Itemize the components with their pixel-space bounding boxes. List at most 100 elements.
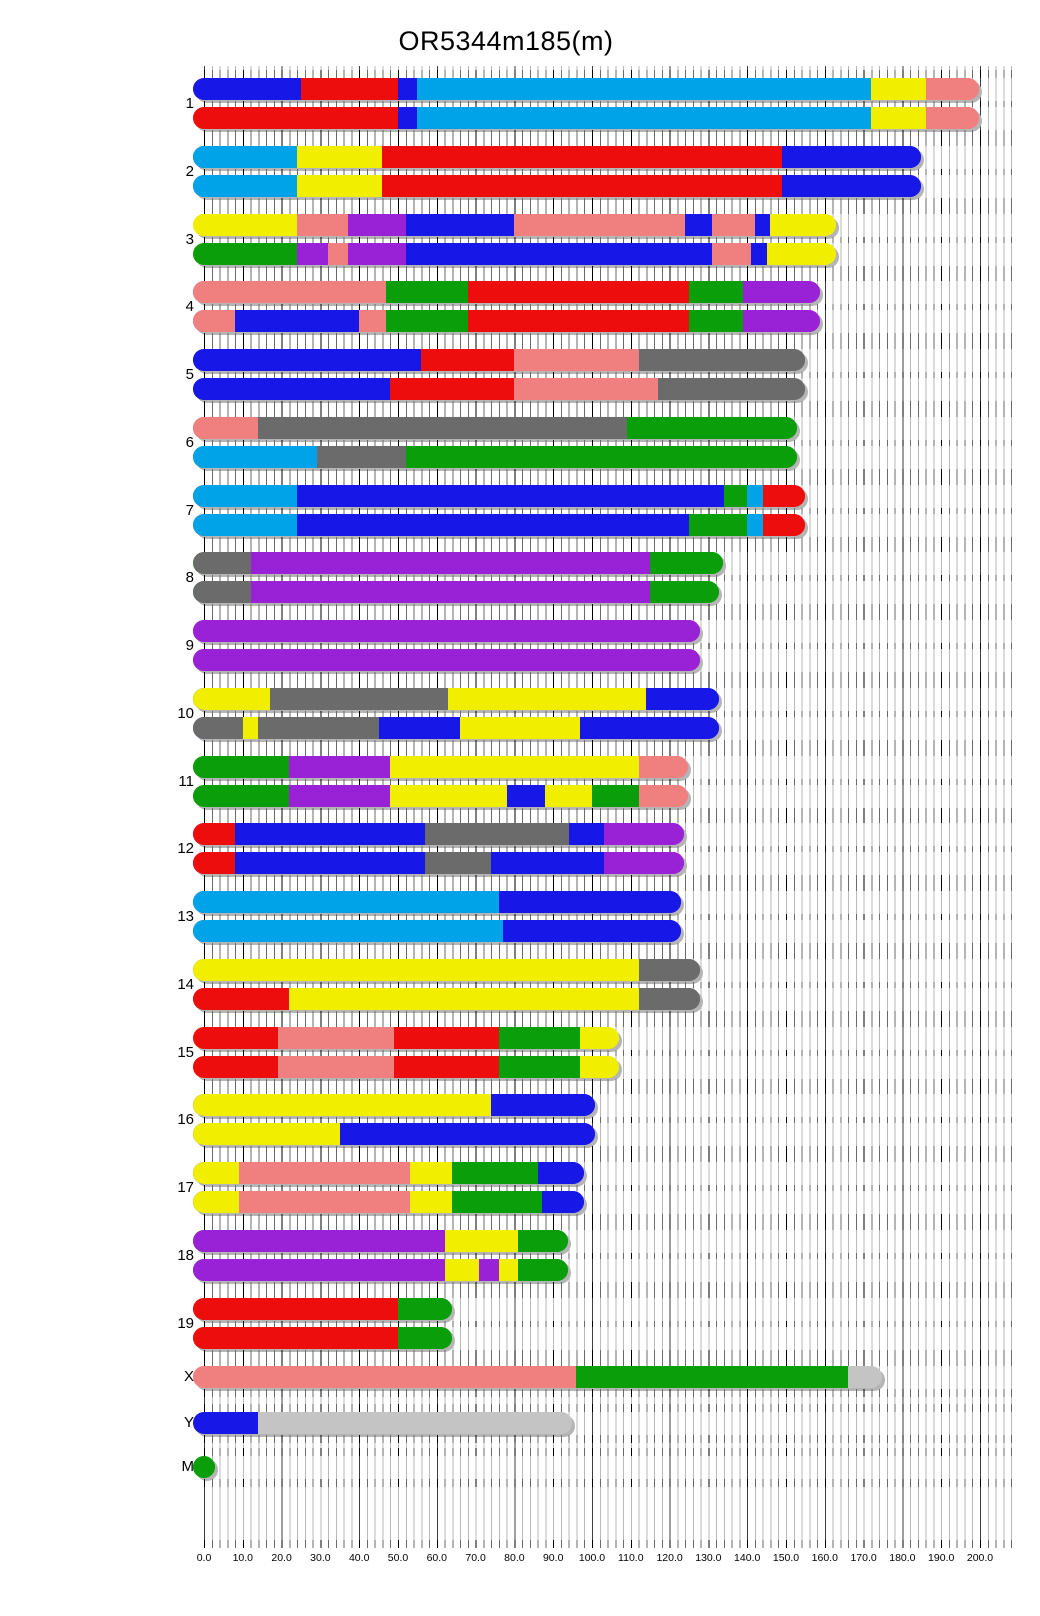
- segment-grey: [269, 687, 449, 710]
- segment-pink: [925, 107, 980, 129]
- x-axis-tick-label: 20.0: [271, 1552, 292, 1564]
- segment-blue: [541, 1191, 584, 1213]
- segment-purple: [193, 649, 700, 671]
- haplotype-bar: [193, 1055, 619, 1078]
- segment-blue: [782, 145, 922, 168]
- segment-green: [452, 1191, 542, 1213]
- segment-red: [467, 281, 689, 304]
- segment-blue: [502, 920, 681, 942]
- haplotype-bar: [193, 513, 805, 536]
- segment-yellow: [242, 716, 259, 739]
- segment-red: [193, 1326, 398, 1349]
- segment-red: [382, 145, 783, 168]
- segment-red: [193, 1026, 278, 1049]
- ruler-ticks: [204, 747, 1012, 756]
- segment-lightblue: [193, 445, 317, 468]
- segment-pink: [238, 1191, 410, 1213]
- haplotype-bar: [193, 649, 700, 671]
- ruler-ticks: [204, 672, 1012, 680]
- chromosome-label: M: [181, 1458, 195, 1475]
- chromosome-label: 1: [185, 95, 194, 112]
- x-axis-tick-label: 0.0: [196, 1552, 212, 1564]
- chromosome-label: 19: [177, 1314, 194, 1332]
- segment-green: [626, 416, 797, 439]
- ruler-ticks: [204, 1154, 1012, 1162]
- segment-lightblue: [747, 513, 763, 536]
- segment-purple: [193, 1229, 445, 1252]
- ruler-ticks: [204, 468, 1012, 477]
- segment-yellow: [580, 1055, 619, 1078]
- haplotype-bar: [193, 1297, 452, 1320]
- segment-grey: [193, 552, 251, 575]
- chromosome-label: 10: [177, 704, 194, 722]
- segment-pink: [277, 1026, 395, 1049]
- haplotype-bar: [193, 107, 980, 129]
- segment-green: [193, 242, 298, 265]
- segment-yellow: [193, 958, 639, 981]
- segment-grey: [638, 987, 700, 1010]
- segment-blue: [751, 242, 767, 265]
- segment-green: [689, 310, 744, 333]
- chromosome-label: 12: [177, 840, 194, 858]
- segment-red: [193, 823, 236, 846]
- segment-purple: [250, 581, 651, 604]
- ruler-ticks: [204, 70, 1012, 78]
- segment-blue: [491, 1094, 596, 1117]
- haplotype-bar: [193, 687, 720, 710]
- segment-blue: [378, 716, 461, 739]
- haplotype-bar: [193, 145, 922, 168]
- chromosome-label: 14: [177, 975, 194, 993]
- x-axis-tick-label: 130.0: [695, 1552, 722, 1564]
- segment-grey: [258, 716, 379, 739]
- segment-lightblue: [193, 513, 298, 536]
- segment-yellow: [193, 1162, 239, 1184]
- segment-pink: [514, 213, 686, 236]
- segment-green: [518, 1258, 569, 1281]
- segment-pink: [925, 78, 980, 100]
- x-axis-tick-label: 10.0: [232, 1552, 254, 1564]
- segment-blue: [405, 213, 515, 236]
- segment-grey: [316, 445, 406, 468]
- segment-yellow: [871, 107, 926, 129]
- segment-blue: [568, 823, 604, 846]
- haplotype-bar: [193, 1258, 569, 1281]
- x-axis-tick-label: 150.0: [772, 1552, 800, 1564]
- segment-purple: [193, 1258, 445, 1281]
- ruler-ticks: [204, 1448, 1012, 1456]
- segment-blue: [339, 1123, 596, 1146]
- segment-blue: [491, 852, 604, 875]
- segment-blue: [193, 349, 422, 371]
- ruler-ticks: [204, 875, 1012, 884]
- segment-purple: [250, 552, 651, 575]
- chromosome-label: 18: [177, 1246, 194, 1264]
- x-axis-tick-label: 170.0: [850, 1552, 877, 1564]
- ruler-ticks: [204, 679, 1012, 688]
- segment-pink: [359, 310, 387, 333]
- ruler-ticks: [204, 1086, 1012, 1095]
- segment-yellow: [545, 784, 592, 807]
- segment-blue: [754, 213, 771, 236]
- segment-blue: [193, 1412, 259, 1434]
- segment-purple: [603, 852, 685, 875]
- segment-grey: [638, 349, 805, 371]
- segment-red: [421, 349, 515, 371]
- haplotype-bar: [193, 349, 805, 371]
- ruler-ticks: [204, 883, 1012, 891]
- segment-purple: [297, 242, 329, 265]
- segment-green: [498, 1026, 581, 1049]
- ruler-ticks: [204, 333, 1012, 342]
- segment-red: [394, 1055, 499, 1078]
- x-axis-tick-label: 190.0: [928, 1552, 955, 1564]
- segment-green: [405, 445, 797, 468]
- segment-green: [193, 755, 290, 778]
- ruler-ticks: [204, 1221, 1012, 1230]
- segment-grey: [638, 958, 700, 981]
- ruler-ticks: [204, 1404, 1012, 1412]
- chromosome-label: 16: [177, 1111, 194, 1129]
- segment-lightblue: [193, 891, 499, 913]
- segment-lightblue: [417, 78, 872, 100]
- ruler-ticks: [204, 1078, 1012, 1087]
- segment-green: [452, 1162, 538, 1184]
- segment-green: [689, 513, 748, 536]
- haplotype-bar: [193, 281, 821, 304]
